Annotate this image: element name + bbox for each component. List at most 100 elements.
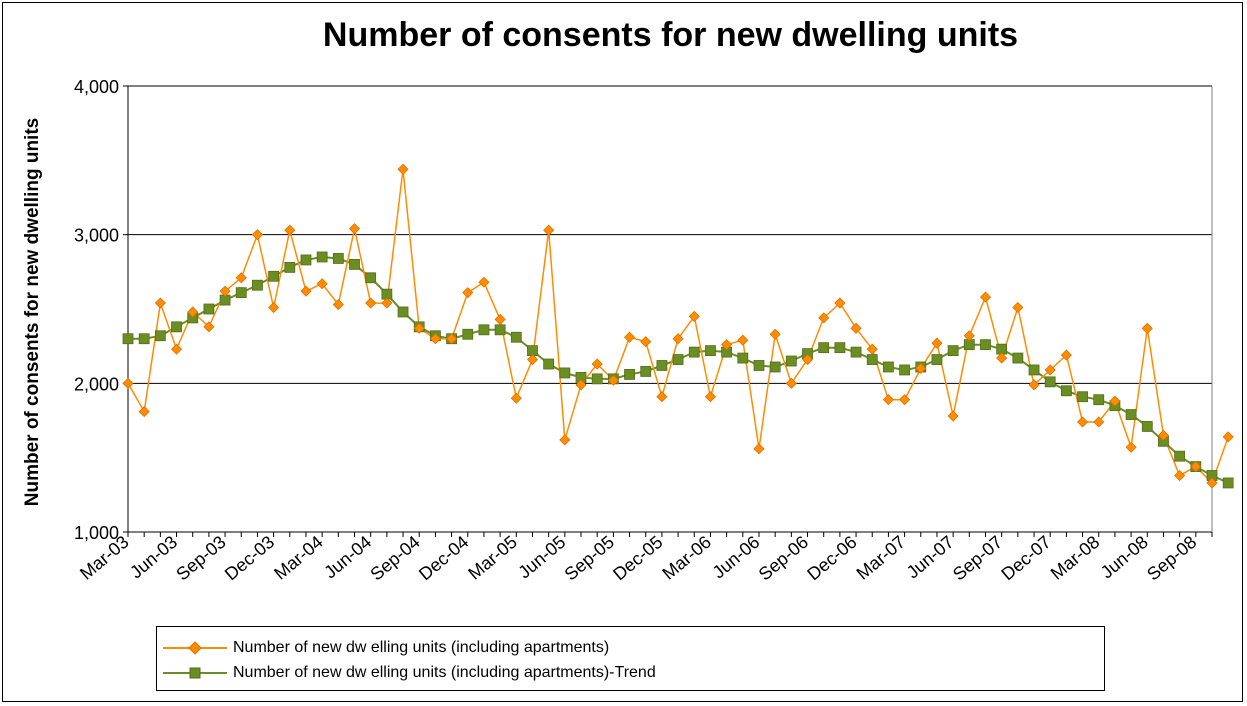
data-point-trend bbox=[1012, 352, 1024, 364]
data-point-trend bbox=[1060, 385, 1072, 397]
legend-marker-diamond bbox=[163, 641, 227, 655]
x-tick-label: Dec-07 bbox=[997, 532, 1054, 585]
data-point-actual bbox=[947, 410, 959, 422]
legend-label-actual: Number of new dw elling units (including… bbox=[233, 639, 610, 656]
data-point-actual bbox=[138, 406, 150, 418]
data-point-actual bbox=[446, 333, 458, 345]
data-point-actual bbox=[963, 330, 975, 342]
data-point-actual bbox=[996, 352, 1008, 364]
x-tick-label: Sep-04 bbox=[366, 532, 423, 585]
data-point-trend bbox=[672, 354, 684, 365]
legend bbox=[156, 626, 1105, 691]
data-point-actual bbox=[219, 285, 231, 297]
data-point-actual bbox=[1222, 431, 1234, 443]
data-point-actual bbox=[1028, 379, 1040, 391]
data-point-trend bbox=[478, 324, 490, 336]
y-tick-label: 2,000 bbox=[74, 374, 119, 394]
x-tick-label: Jun-08 bbox=[1097, 532, 1152, 583]
data-point-trend bbox=[769, 361, 781, 373]
data-point-trend bbox=[753, 360, 765, 371]
data-point-actual bbox=[365, 297, 377, 309]
data-point-actual bbox=[640, 336, 652, 348]
data-point-trend bbox=[397, 306, 409, 318]
data-point-actual bbox=[1157, 429, 1170, 441]
x-tick-label: Sep-08 bbox=[1143, 532, 1200, 585]
legend-item-trend: Number of new dw elling units (including… bbox=[163, 662, 656, 684]
legend-marker-square bbox=[163, 667, 227, 679]
data-point-actual bbox=[170, 343, 183, 355]
legend-label-trend: Number of new dw elling units (including… bbox=[233, 664, 656, 681]
x-tick-label: Sep-06 bbox=[755, 532, 812, 585]
data-point-actual bbox=[1190, 461, 1202, 473]
x-tick-label: Jun-05 bbox=[514, 532, 569, 583]
data-point-actual bbox=[187, 306, 199, 318]
x-tick-label: Dec-06 bbox=[803, 532, 860, 585]
data-point-actual bbox=[607, 374, 619, 386]
data-point-actual bbox=[1077, 416, 1089, 428]
data-point-trend bbox=[154, 330, 166, 342]
data-point-actual bbox=[251, 229, 263, 241]
data-point-trend bbox=[980, 339, 991, 351]
data-point-actual bbox=[316, 278, 328, 290]
x-tick-label: Mar-04 bbox=[270, 532, 327, 584]
data-point-actual bbox=[559, 434, 571, 446]
data-point-trend bbox=[591, 373, 603, 385]
data-point-actual bbox=[300, 285, 312, 297]
data-point-actual bbox=[203, 321, 215, 333]
data-point-actual bbox=[575, 379, 587, 391]
series-layer bbox=[122, 163, 1234, 489]
data-point-trend bbox=[1141, 421, 1153, 432]
data-point-actual bbox=[268, 301, 280, 314]
data-point-trend bbox=[1077, 391, 1088, 403]
data-point-actual bbox=[1125, 441, 1137, 453]
x-ticks: Mar-03Jun-03Sep-03Dec-03Mar-04Jun-04Sep-… bbox=[76, 532, 1213, 585]
data-point-actual bbox=[284, 224, 296, 236]
data-point-actual bbox=[381, 297, 393, 309]
data-point-actual bbox=[1093, 416, 1105, 428]
data-point-actual bbox=[704, 391, 717, 403]
data-point-trend bbox=[785, 355, 797, 367]
data-point-trend bbox=[494, 324, 506, 336]
data-point-actual bbox=[429, 333, 441, 345]
data-point-actual bbox=[462, 287, 474, 299]
data-point-actual bbox=[834, 297, 846, 309]
x-tick-label: Mar-08 bbox=[1047, 532, 1104, 584]
data-point-trend bbox=[1125, 409, 1137, 420]
data-point-trend bbox=[883, 361, 894, 373]
x-tick-label: Dec-05 bbox=[609, 532, 666, 585]
data-point-actual bbox=[348, 223, 361, 235]
data-point-actual bbox=[899, 394, 911, 406]
data-point-actual bbox=[1044, 364, 1056, 376]
data-point-trend bbox=[624, 369, 635, 380]
data-point-actual bbox=[1109, 395, 1121, 407]
data-point-actual bbox=[818, 312, 830, 324]
data-point-trend bbox=[543, 358, 555, 370]
data-point-actual bbox=[478, 276, 490, 288]
data-point-trend bbox=[737, 352, 749, 364]
data-point-trend bbox=[268, 270, 280, 282]
data-point-actual bbox=[769, 328, 781, 340]
data-point-trend bbox=[462, 328, 474, 340]
data-point-trend bbox=[510, 331, 522, 343]
data-point-trend bbox=[947, 345, 959, 357]
x-tick-label: Mar-06 bbox=[658, 532, 715, 584]
data-point-trend bbox=[931, 354, 943, 365]
data-point-actual bbox=[591, 358, 603, 370]
data-point-actual bbox=[656, 391, 668, 403]
data-point-actual bbox=[721, 339, 733, 351]
data-point-actual bbox=[122, 377, 134, 389]
data-point-trend bbox=[1174, 450, 1186, 462]
data-point-trend bbox=[850, 346, 862, 358]
data-point-actual bbox=[543, 224, 555, 236]
data-point-trend bbox=[365, 272, 377, 284]
data-point-trend bbox=[300, 254, 312, 266]
data-point-actual bbox=[623, 331, 636, 343]
data-point-trend bbox=[559, 367, 571, 379]
data-point-actual bbox=[1012, 301, 1024, 314]
data-point-trend bbox=[705, 345, 716, 357]
data-point-trend bbox=[171, 321, 182, 333]
x-tick-label: Jun-04 bbox=[320, 532, 375, 583]
data-point-actual bbox=[753, 443, 765, 455]
data-point-trend bbox=[332, 253, 344, 264]
